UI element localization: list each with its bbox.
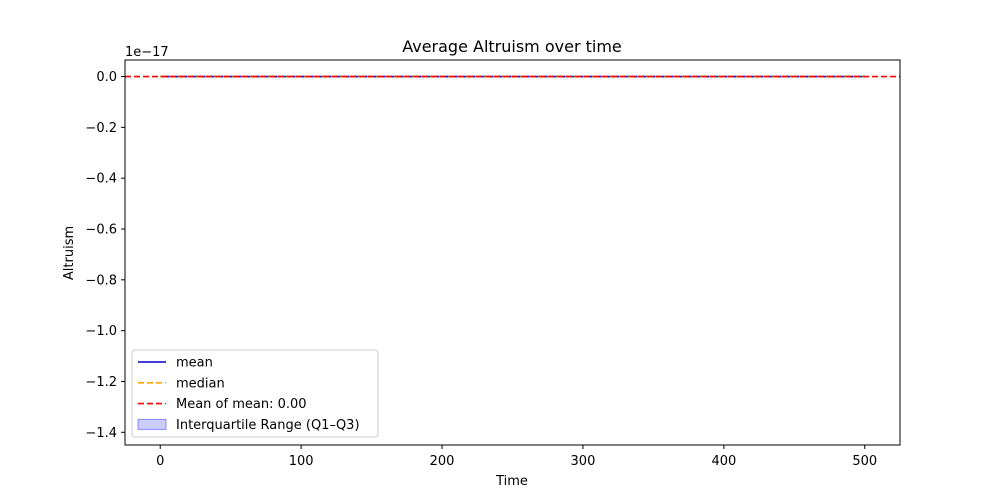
y-axis-label: Altruism (62, 226, 77, 280)
x-tick-label: 400 (711, 454, 736, 469)
legend-swatch (137, 418, 167, 430)
y-tick-label: −1.0 (85, 324, 117, 339)
y-tick-label: −0.4 (85, 172, 117, 187)
legend-label: Interquartile Range (Q1–Q3) (176, 418, 360, 433)
x-tick-label: 0 (156, 454, 164, 469)
y-offset-text: 1e−17 (125, 45, 169, 60)
chart-title: Average Altruism over time (402, 37, 622, 56)
legend-label: mean (176, 356, 213, 371)
x-axis: 0 100 200 300 400 500 (156, 445, 877, 469)
axes-frame (124, 59, 901, 446)
y-axis: 0.0 −0.2 −0.4 −0.6 −0.8 −1.0 −1.2 −1.4 (85, 70, 125, 441)
x-tick-label: 200 (430, 454, 455, 469)
x-tick-label: 100 (289, 454, 314, 469)
y-tick-label: −0.8 (85, 273, 117, 288)
y-tick-label: −1.2 (85, 375, 117, 390)
x-tick-label: 300 (571, 454, 596, 469)
legend-box (131, 349, 379, 438)
legend: mean median Mean of mean: 0.00 Interquartil… (131, 349, 379, 438)
legend-label: median (176, 376, 225, 391)
y-tick-label: 0.0 (96, 70, 117, 85)
y-tick-label: −0.2 (85, 121, 117, 136)
y-tick-label: −0.6 (85, 222, 117, 237)
y-tick-label: −1.4 (85, 426, 117, 441)
x-axis-label: Time (495, 474, 528, 489)
x-tick-label: 500 (852, 454, 877, 469)
legend-label: Mean of mean: 0.00 (176, 397, 307, 412)
